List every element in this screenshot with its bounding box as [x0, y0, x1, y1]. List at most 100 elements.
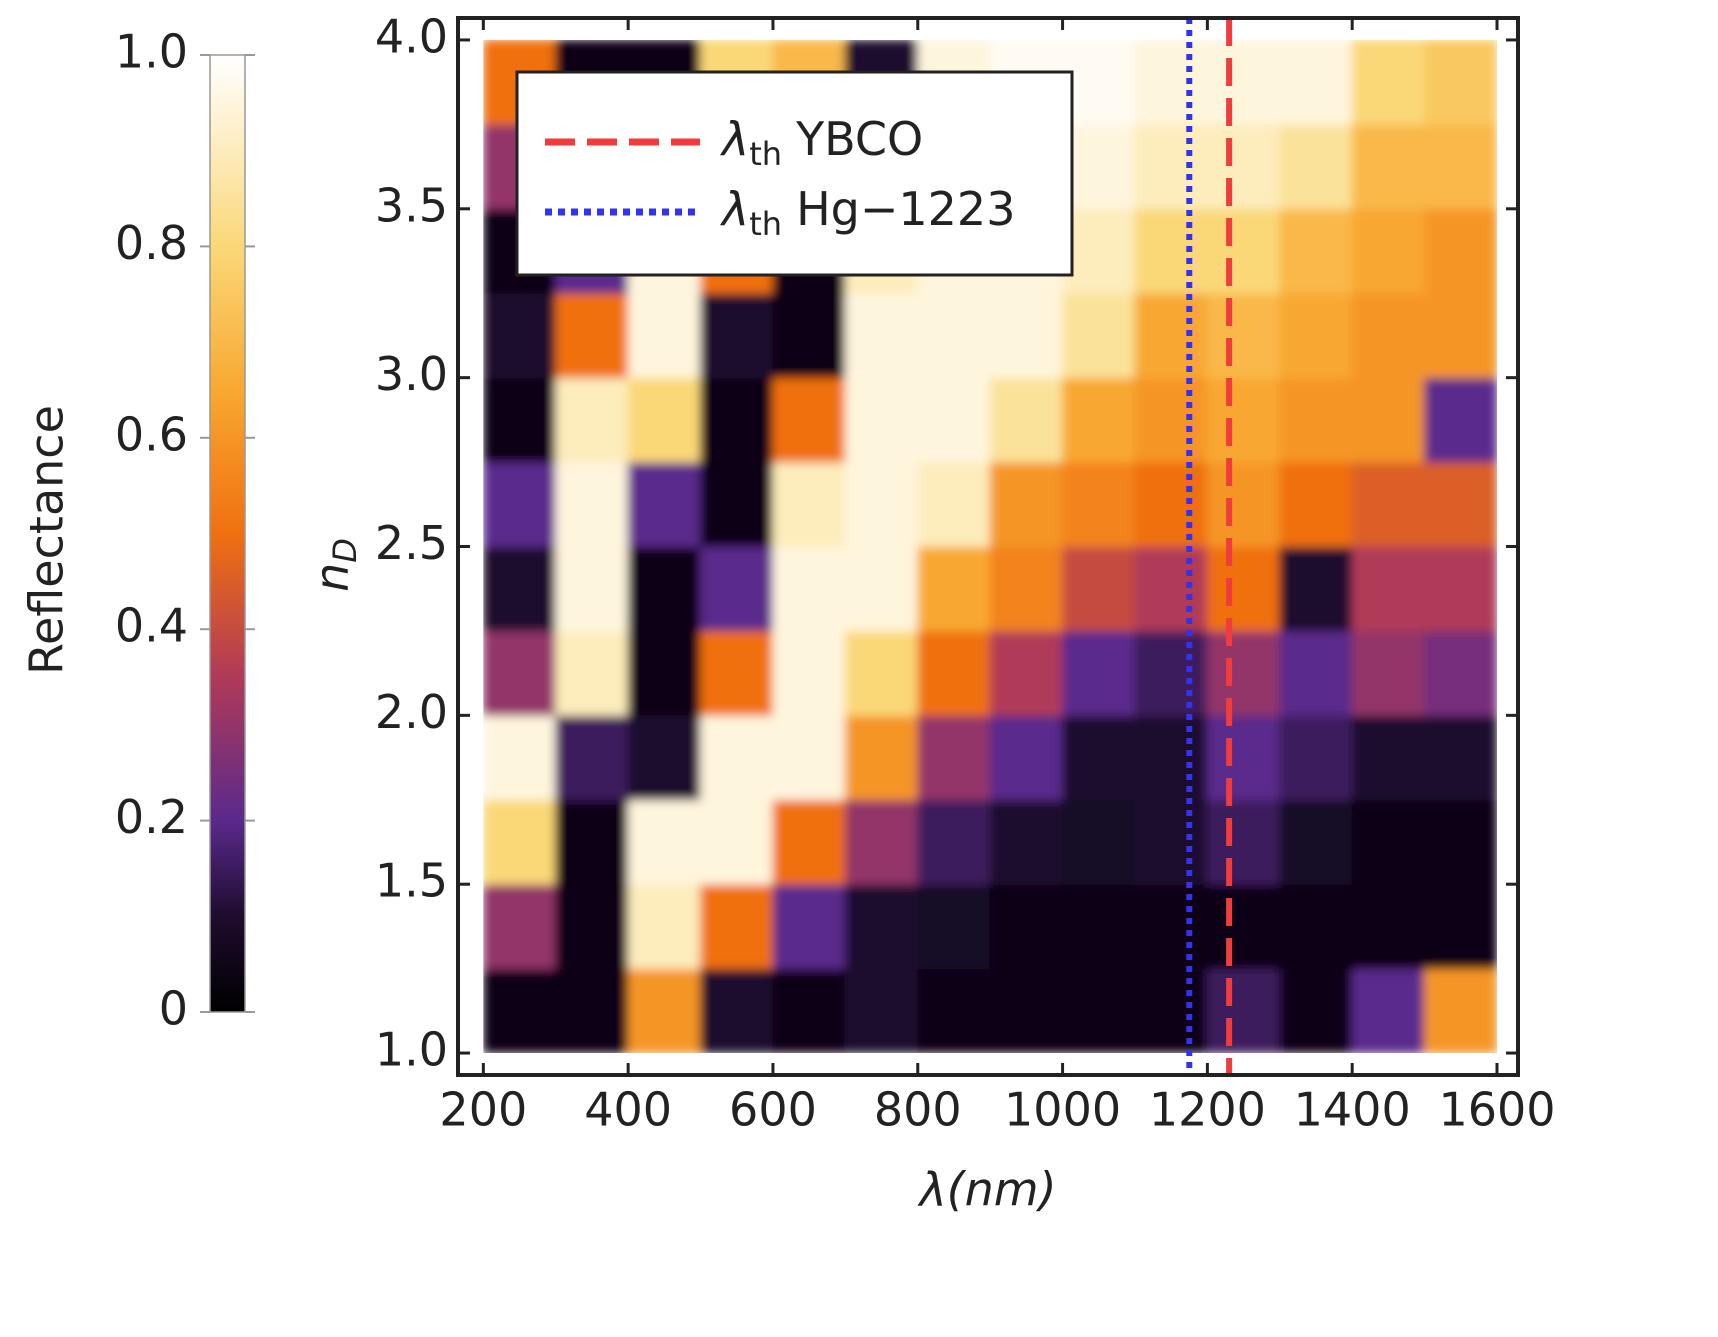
heat-cell	[700, 630, 774, 716]
y-tick-label: 2.0	[375, 685, 448, 739]
heat-cell	[1062, 968, 1136, 1054]
heat-cell	[1351, 208, 1426, 294]
colorbar-tick-label: 0.4	[115, 599, 188, 653]
heat-cell	[772, 883, 846, 970]
x-tick-label: 200	[439, 1083, 527, 1137]
heat-cell	[917, 968, 991, 1054]
heat-cell	[1206, 292, 1281, 379]
heat-cell	[1134, 208, 1208, 294]
heat-cell	[989, 292, 1064, 379]
heat-cell	[1206, 630, 1281, 716]
heat-cell	[1062, 630, 1136, 716]
heat-cell	[1206, 123, 1281, 210]
x-tick-label: 600	[729, 1083, 817, 1137]
heat-cell	[1062, 377, 1136, 463]
heat-cell	[989, 546, 1064, 632]
heat-cell	[844, 883, 919, 970]
heat-cell	[483, 461, 557, 547]
heat-cell	[844, 546, 919, 632]
heat-cell	[1351, 883, 1426, 970]
heat-cell	[1062, 546, 1136, 632]
colorbar-tick-label: 0	[159, 982, 188, 1036]
heat-cell	[1351, 377, 1426, 463]
y-tick-label: 2.5	[375, 516, 448, 570]
heat-cell	[483, 714, 557, 801]
heat-cell	[1351, 714, 1426, 801]
heat-cell	[1062, 39, 1136, 125]
heat-cell	[1279, 630, 1353, 716]
heat-cell	[627, 292, 702, 379]
heat-cell	[700, 292, 774, 379]
x-tick-label: 1200	[1149, 1083, 1266, 1137]
heat-cell	[772, 630, 846, 716]
heat-cell	[627, 461, 702, 547]
heat-cell	[1134, 546, 1208, 632]
y-tick-label: 1.5	[375, 854, 448, 908]
heat-cell	[627, 377, 702, 463]
heat-cell	[844, 714, 919, 801]
heat-cell	[555, 377, 629, 463]
heat-cell	[700, 461, 774, 547]
heat-cell	[844, 630, 919, 716]
heat-cell	[989, 377, 1064, 463]
heat-cell	[1062, 799, 1136, 885]
heat-cell	[772, 292, 846, 379]
colorbar-tick-label: 1.0	[115, 25, 188, 79]
heat-cell	[1351, 799, 1426, 885]
x-tick-label: 1000	[1004, 1083, 1121, 1137]
heat-cell	[483, 630, 557, 716]
y-axis-label-main: n	[305, 563, 359, 592]
heat-cell	[772, 799, 846, 885]
heat-cell	[1424, 883, 1498, 970]
heat-cell	[1206, 968, 1281, 1054]
heat-cell	[1279, 377, 1353, 463]
heat-cell	[1351, 123, 1426, 210]
heat-cell	[1134, 123, 1208, 210]
heat-cell	[1062, 883, 1136, 970]
heat-cell	[555, 883, 629, 970]
heat-cell	[483, 377, 557, 463]
x-tick-label: 1400	[1294, 1083, 1411, 1137]
heat-cell	[627, 968, 702, 1054]
heat-cell	[1424, 968, 1498, 1054]
heat-cell	[989, 799, 1064, 885]
legend-box	[515, 70, 1074, 277]
heat-cell	[555, 630, 629, 716]
heat-cell	[1424, 461, 1498, 547]
heat-cell	[1351, 630, 1426, 716]
legend-name: YBCO	[795, 112, 923, 166]
heat-cell	[1279, 123, 1353, 210]
heat-cell	[844, 377, 919, 463]
heat-cell	[1206, 546, 1281, 632]
heat-cell	[1279, 39, 1353, 125]
heat-cell	[1279, 799, 1353, 885]
heat-cell	[1279, 461, 1353, 547]
legend-label: λth Hg−1223	[719, 182, 1015, 244]
heat-cell	[772, 377, 846, 463]
heat-cell	[1134, 461, 1208, 547]
heat-cell	[627, 799, 702, 885]
x-tick-label: 400	[584, 1083, 672, 1137]
heat-cell	[772, 461, 846, 547]
heat-cell	[844, 799, 919, 885]
heat-cell	[1206, 208, 1281, 294]
heat-cell	[1351, 968, 1426, 1054]
y-tick-label: 4.0	[375, 9, 448, 63]
heat-cell	[555, 968, 629, 1054]
heat-cell	[483, 968, 557, 1054]
heat-cell	[1206, 39, 1281, 125]
heat-cell	[700, 799, 774, 885]
heat-cell	[917, 461, 991, 547]
heat-cell	[772, 546, 846, 632]
heat-cell	[1279, 883, 1353, 970]
heat-cell	[1424, 39, 1498, 125]
heat-cell	[1279, 292, 1353, 379]
heat-cell	[1424, 546, 1498, 632]
x-axis-label: λ(nm)	[916, 1163, 1056, 1217]
heat-cell	[1424, 292, 1498, 379]
heat-cell	[1062, 461, 1136, 547]
y-tick-label: 3.5	[375, 178, 448, 232]
heat-cell	[627, 546, 702, 632]
heat-cell	[700, 968, 774, 1054]
